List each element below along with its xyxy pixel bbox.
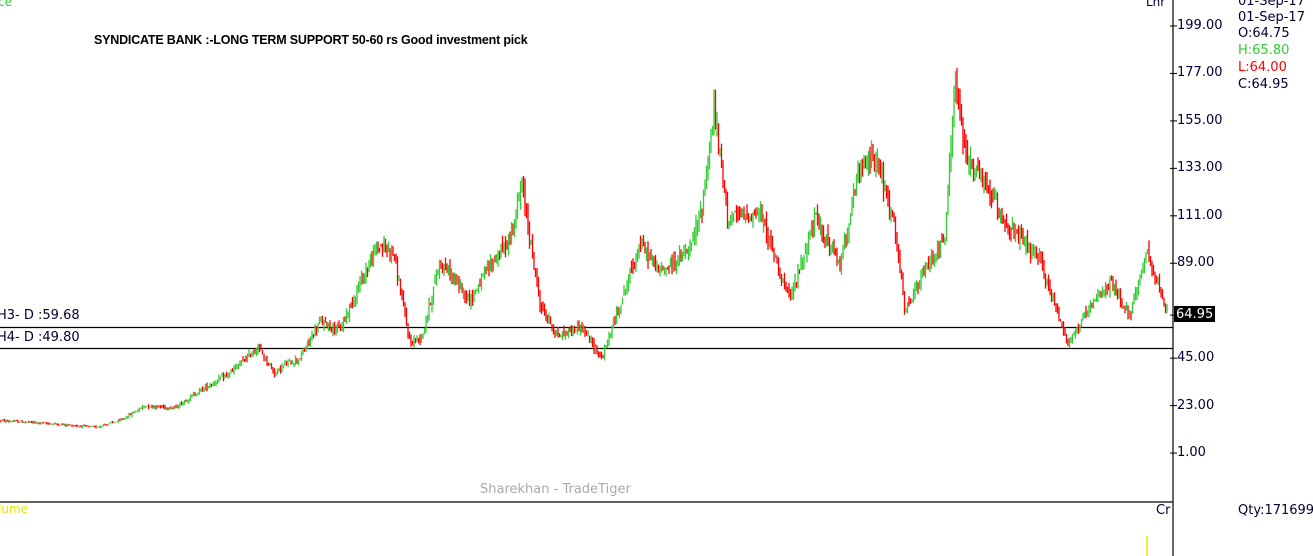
volume-axis-unit: Cr [1156,503,1171,518]
y-tick-label: 111.00 [1177,207,1223,223]
info-date-1: 01-Sep-17 [1238,0,1305,9]
info-high: H:65.80 [1238,43,1290,58]
info-open: O:64.75 [1238,26,1290,41]
series-label: ce [0,0,12,9]
info-close: C:64.95 [1238,77,1289,92]
info-date-2: 01-Sep-17 [1238,10,1305,25]
y-tick-label: 155.00 [1177,112,1223,128]
y-tick-label: 199.00 [1177,18,1223,33]
info-low: L:64.00 [1238,60,1287,75]
axis-mode-label[interactable]: Lhr [1146,0,1166,9]
support-lines[interactable] [0,326,1173,350]
support-line-h4-label: H4- D :49.80 [0,330,80,345]
y-tick-label: 23.00 [1177,397,1215,413]
info-qty: Qty:171699 [1238,503,1313,518]
volume-panel-label: lume [0,502,29,516]
y-tick-label: 177.00 [1177,65,1223,81]
support-line-h3-label: H3- D :59.68 [0,308,80,323]
y-axis-ticks [1170,25,1177,454]
y-tick-label: 45.00 [1177,350,1215,366]
last-price-marker: 64.95 [1174,306,1216,322]
candlestick-series [0,67,1168,429]
chart-annotation-title: SYNDICATE BANK :-LONG TERM SUPPORT 50-60… [94,33,528,47]
y-tick-label: 133.00 [1177,160,1223,176]
app-watermark: Sharekhan - TradeTiger [480,482,631,497]
y-tick-label: 89.00 [1177,255,1215,271]
y-tick-label: 1.00 [1177,445,1206,461]
